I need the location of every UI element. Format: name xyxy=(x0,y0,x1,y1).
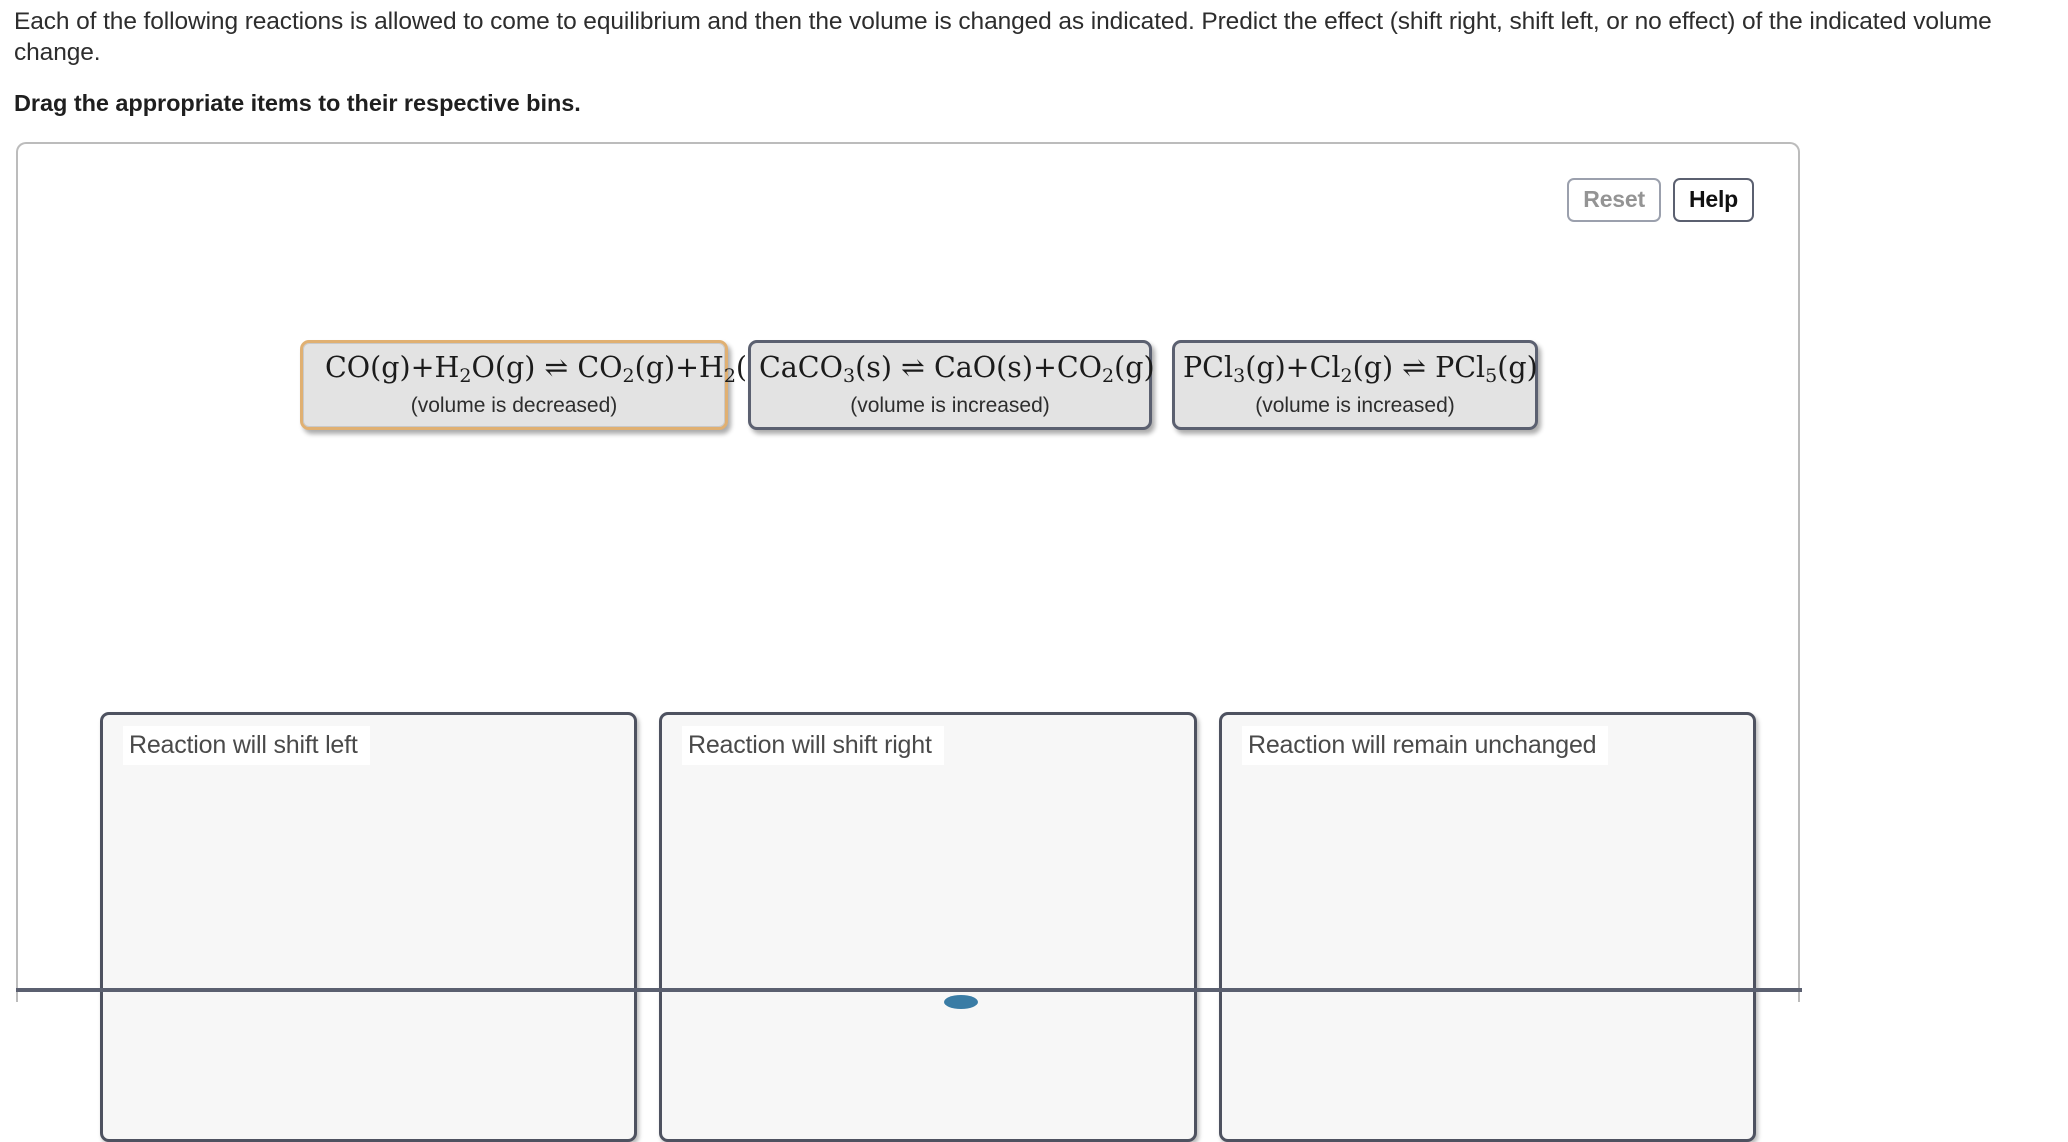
bin-shift-right[interactable]: Reaction will shift right xyxy=(659,712,1197,1142)
submit-button-partial[interactable] xyxy=(944,995,978,1009)
bins-row: Reaction will shift left Reaction will s… xyxy=(100,712,1756,1142)
drag-item-reaction-2[interactable]: CaCO3(s) ⇌ CaO(s)+CO2(g) (volume is incr… xyxy=(748,340,1155,430)
bin-remain-unchanged[interactable]: Reaction will remain unchanged xyxy=(1219,712,1756,1142)
question-prompt: Each of the following reactions is allow… xyxy=(14,8,1992,66)
help-button[interactable]: Help xyxy=(1672,178,1754,222)
bin-drop-area[interactable] xyxy=(1222,767,1753,1139)
drag-item-volume-note: (volume is increased) xyxy=(850,394,1050,417)
bin-drop-area[interactable] xyxy=(103,767,634,1139)
reset-button[interactable]: Reset xyxy=(1567,178,1661,222)
bin-drop-area[interactable] xyxy=(662,767,1194,1139)
drag-item-formula: CO(g)+H2O(g) ⇌ CO2(g)+H2(g) xyxy=(325,351,776,387)
drag-item-formula: CaCO3(s) ⇌ CaO(s)+CO2(g) xyxy=(759,351,1155,387)
drag-item-volume-note: (volume is decreased) xyxy=(410,394,618,417)
bin-label: Reaction will remain unchanged xyxy=(1242,726,1609,765)
bin-label: Reaction will shift right xyxy=(682,726,944,765)
drag-item-volume-note: (volume is increased) xyxy=(1255,394,1455,417)
activity-panel: Reset Help CO(g)+H2O(g) ⇌ CO2(g)+H2(g) (… xyxy=(16,142,1800,1142)
panel-bottom-divider xyxy=(16,988,1802,992)
drag-instruction: Drag the appropriate items to their resp… xyxy=(14,90,581,116)
drag-item-reaction-1[interactable]: CO(g)+H2O(g) ⇌ CO2(g)+H2(g) (volume is d… xyxy=(300,340,776,430)
drag-item-reaction-3[interactable]: PCl3(g)+Cl2(g) ⇌ PCl5(g) (volume is incr… xyxy=(1172,340,1538,430)
bin-shift-left[interactable]: Reaction will shift left xyxy=(100,712,637,1142)
draggable-items-row: CO(g)+H2O(g) ⇌ CO2(g)+H2(g) (volume is d… xyxy=(300,340,1538,430)
activity-toolbar: Reset Help xyxy=(1567,178,1754,222)
drag-item-formula: PCl3(g)+Cl2(g) ⇌ PCl5(g) xyxy=(1183,351,1538,387)
bin-label: Reaction will shift left xyxy=(123,726,370,765)
